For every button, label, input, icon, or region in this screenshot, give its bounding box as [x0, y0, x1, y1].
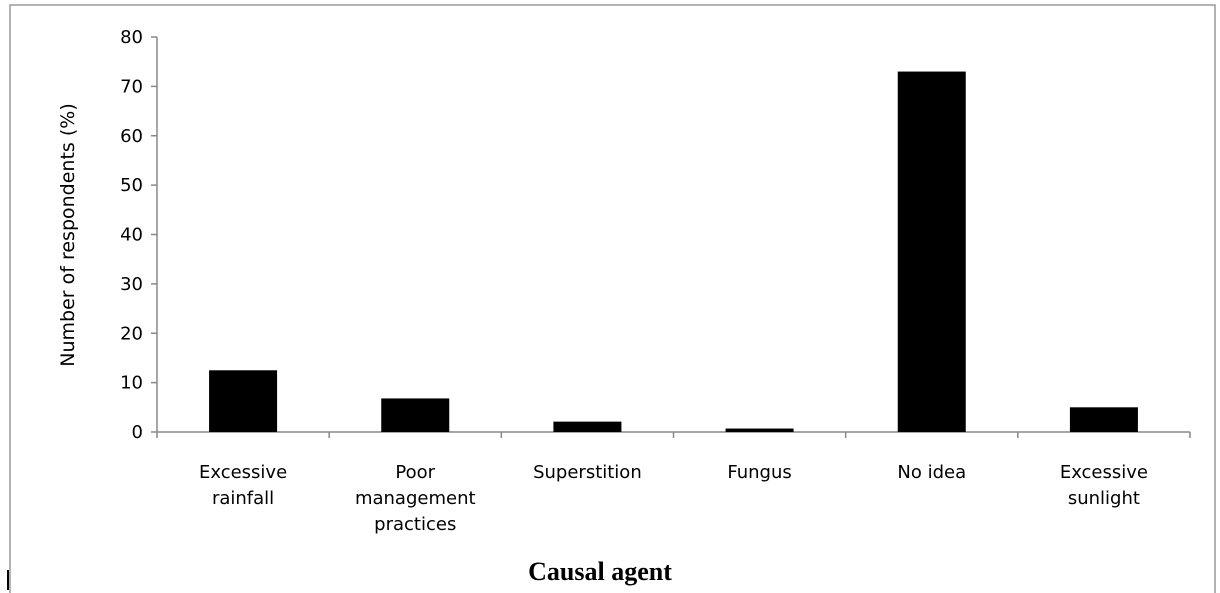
y-tick-label: 40	[120, 225, 143, 246]
y-tick-label: 80	[120, 27, 143, 48]
x-tick-label: Excessive rainfall	[199, 462, 287, 509]
y-tick-label: 30	[120, 274, 143, 295]
bar	[209, 370, 278, 432]
bar	[553, 421, 622, 432]
y-tick-label: 10	[120, 373, 143, 394]
bar	[897, 71, 966, 432]
frame	[9, 4, 1216, 593]
y-tick-label: 60	[120, 126, 143, 147]
y-axis-label: Number of respondents (%)	[57, 103, 79, 367]
y-tick-label: 50	[120, 175, 143, 196]
bar	[1069, 407, 1138, 432]
y-tick-label: 0	[132, 422, 143, 443]
bar	[725, 428, 794, 432]
y-tick-label: 20	[120, 323, 143, 344]
x-tick-label: Fungus	[727, 462, 791, 483]
bar	[381, 398, 450, 432]
y-tick-label: 70	[120, 76, 143, 97]
x-tick-label: No idea	[897, 462, 966, 483]
x-axis-label: Causal agent	[528, 557, 672, 586]
x-tick-label: Poor management practices	[355, 462, 476, 535]
x-tick-label: Excessive sunlight	[1060, 462, 1148, 509]
x-tick-label: Superstition	[533, 462, 642, 483]
